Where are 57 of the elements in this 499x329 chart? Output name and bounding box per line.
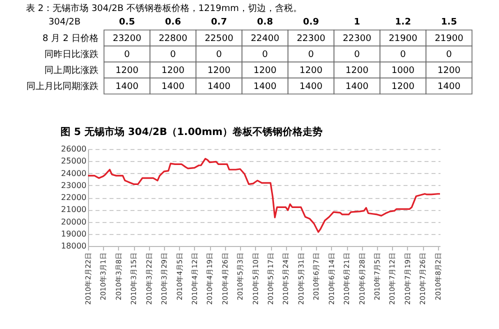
y-axis-title: 304/2B [48, 18, 81, 28]
data-label: 22300 [296, 34, 326, 44]
x-tick-label: 0.8 [257, 18, 273, 28]
x-tick-label: 0.9 [303, 18, 319, 28]
data-label: 1400 [116, 82, 139, 92]
data-label: 1200 [438, 66, 461, 76]
x-tick-label: 1.5 [441, 18, 457, 28]
y-tick-label: 同上月比同期涨跌 [26, 81, 98, 92]
data-label: 1400 [438, 82, 461, 92]
x-tick-label: 1 [354, 18, 360, 28]
data-label: 0 [400, 50, 406, 60]
data-label: 1400 [162, 82, 185, 92]
data-label: 0 [216, 50, 222, 60]
data-label: 0 [308, 50, 314, 60]
data-label: 22400 [250, 34, 280, 44]
data-label: 22500 [204, 34, 234, 44]
data-label: 0 [262, 50, 268, 60]
data-label: 0 [124, 50, 130, 60]
chart-title: 表 2：无锡市场 304/2B 不锈钢卷板价格，1219mm，切边，含税。 [26, 3, 302, 14]
data-label: 0 [446, 50, 452, 60]
data-label: 21900 [388, 34, 418, 44]
x-tick-label: 0.5 [119, 18, 135, 28]
data-label: 1200 [300, 66, 323, 76]
y-tick-label: 8 月 2 日价格 [42, 33, 98, 44]
y-tick-label: 24000 [61, 168, 86, 178]
data-label: 1200 [162, 66, 185, 76]
data-label: 1400 [254, 82, 277, 92]
data-label: 1000 [392, 66, 415, 76]
data-label: 1200 [208, 66, 231, 76]
y-tick-label: 同上周比涨跌 [44, 65, 98, 76]
data-label: 21900 [434, 34, 464, 44]
data-label: 22300 [342, 34, 372, 44]
x-tick-label: 0.7 [211, 18, 227, 28]
data-label: 23200 [112, 34, 142, 44]
data-label: 1200 [116, 66, 139, 76]
y-tick-label: 20000 [61, 217, 86, 226]
data-label: 1200 [392, 82, 415, 92]
chart-title: 图 5 无锡市场 304/2B（1.00mm）卷板不锈钢价格走势 [60, 126, 323, 138]
data-label: 1400 [346, 82, 369, 92]
data-label: 0 [354, 50, 360, 60]
line-series [87, 158, 441, 233]
data-label: 1200 [254, 66, 277, 76]
y-tick-label: 18000 [61, 242, 86, 250]
data-label: 22800 [158, 34, 188, 44]
y-tick-label: 23000 [61, 180, 86, 190]
y-tick-label: 21000 [61, 205, 86, 214]
data-label: 1200 [346, 66, 369, 76]
data-label: 1400 [300, 82, 323, 92]
y-tick-label: 25000 [61, 156, 86, 166]
y-tick-label: 26000 [61, 144, 86, 154]
y-tick-label: 22000 [61, 193, 86, 202]
x-tick-label: 1.2 [395, 18, 411, 28]
data-label: 0 [170, 50, 176, 60]
data-label: 1400 [208, 82, 231, 92]
y-tick-label: 同昨日比涨跌 [44, 49, 98, 60]
y-tick-label: 19000 [61, 229, 86, 238]
x-tick-label: 0.6 [165, 18, 181, 28]
